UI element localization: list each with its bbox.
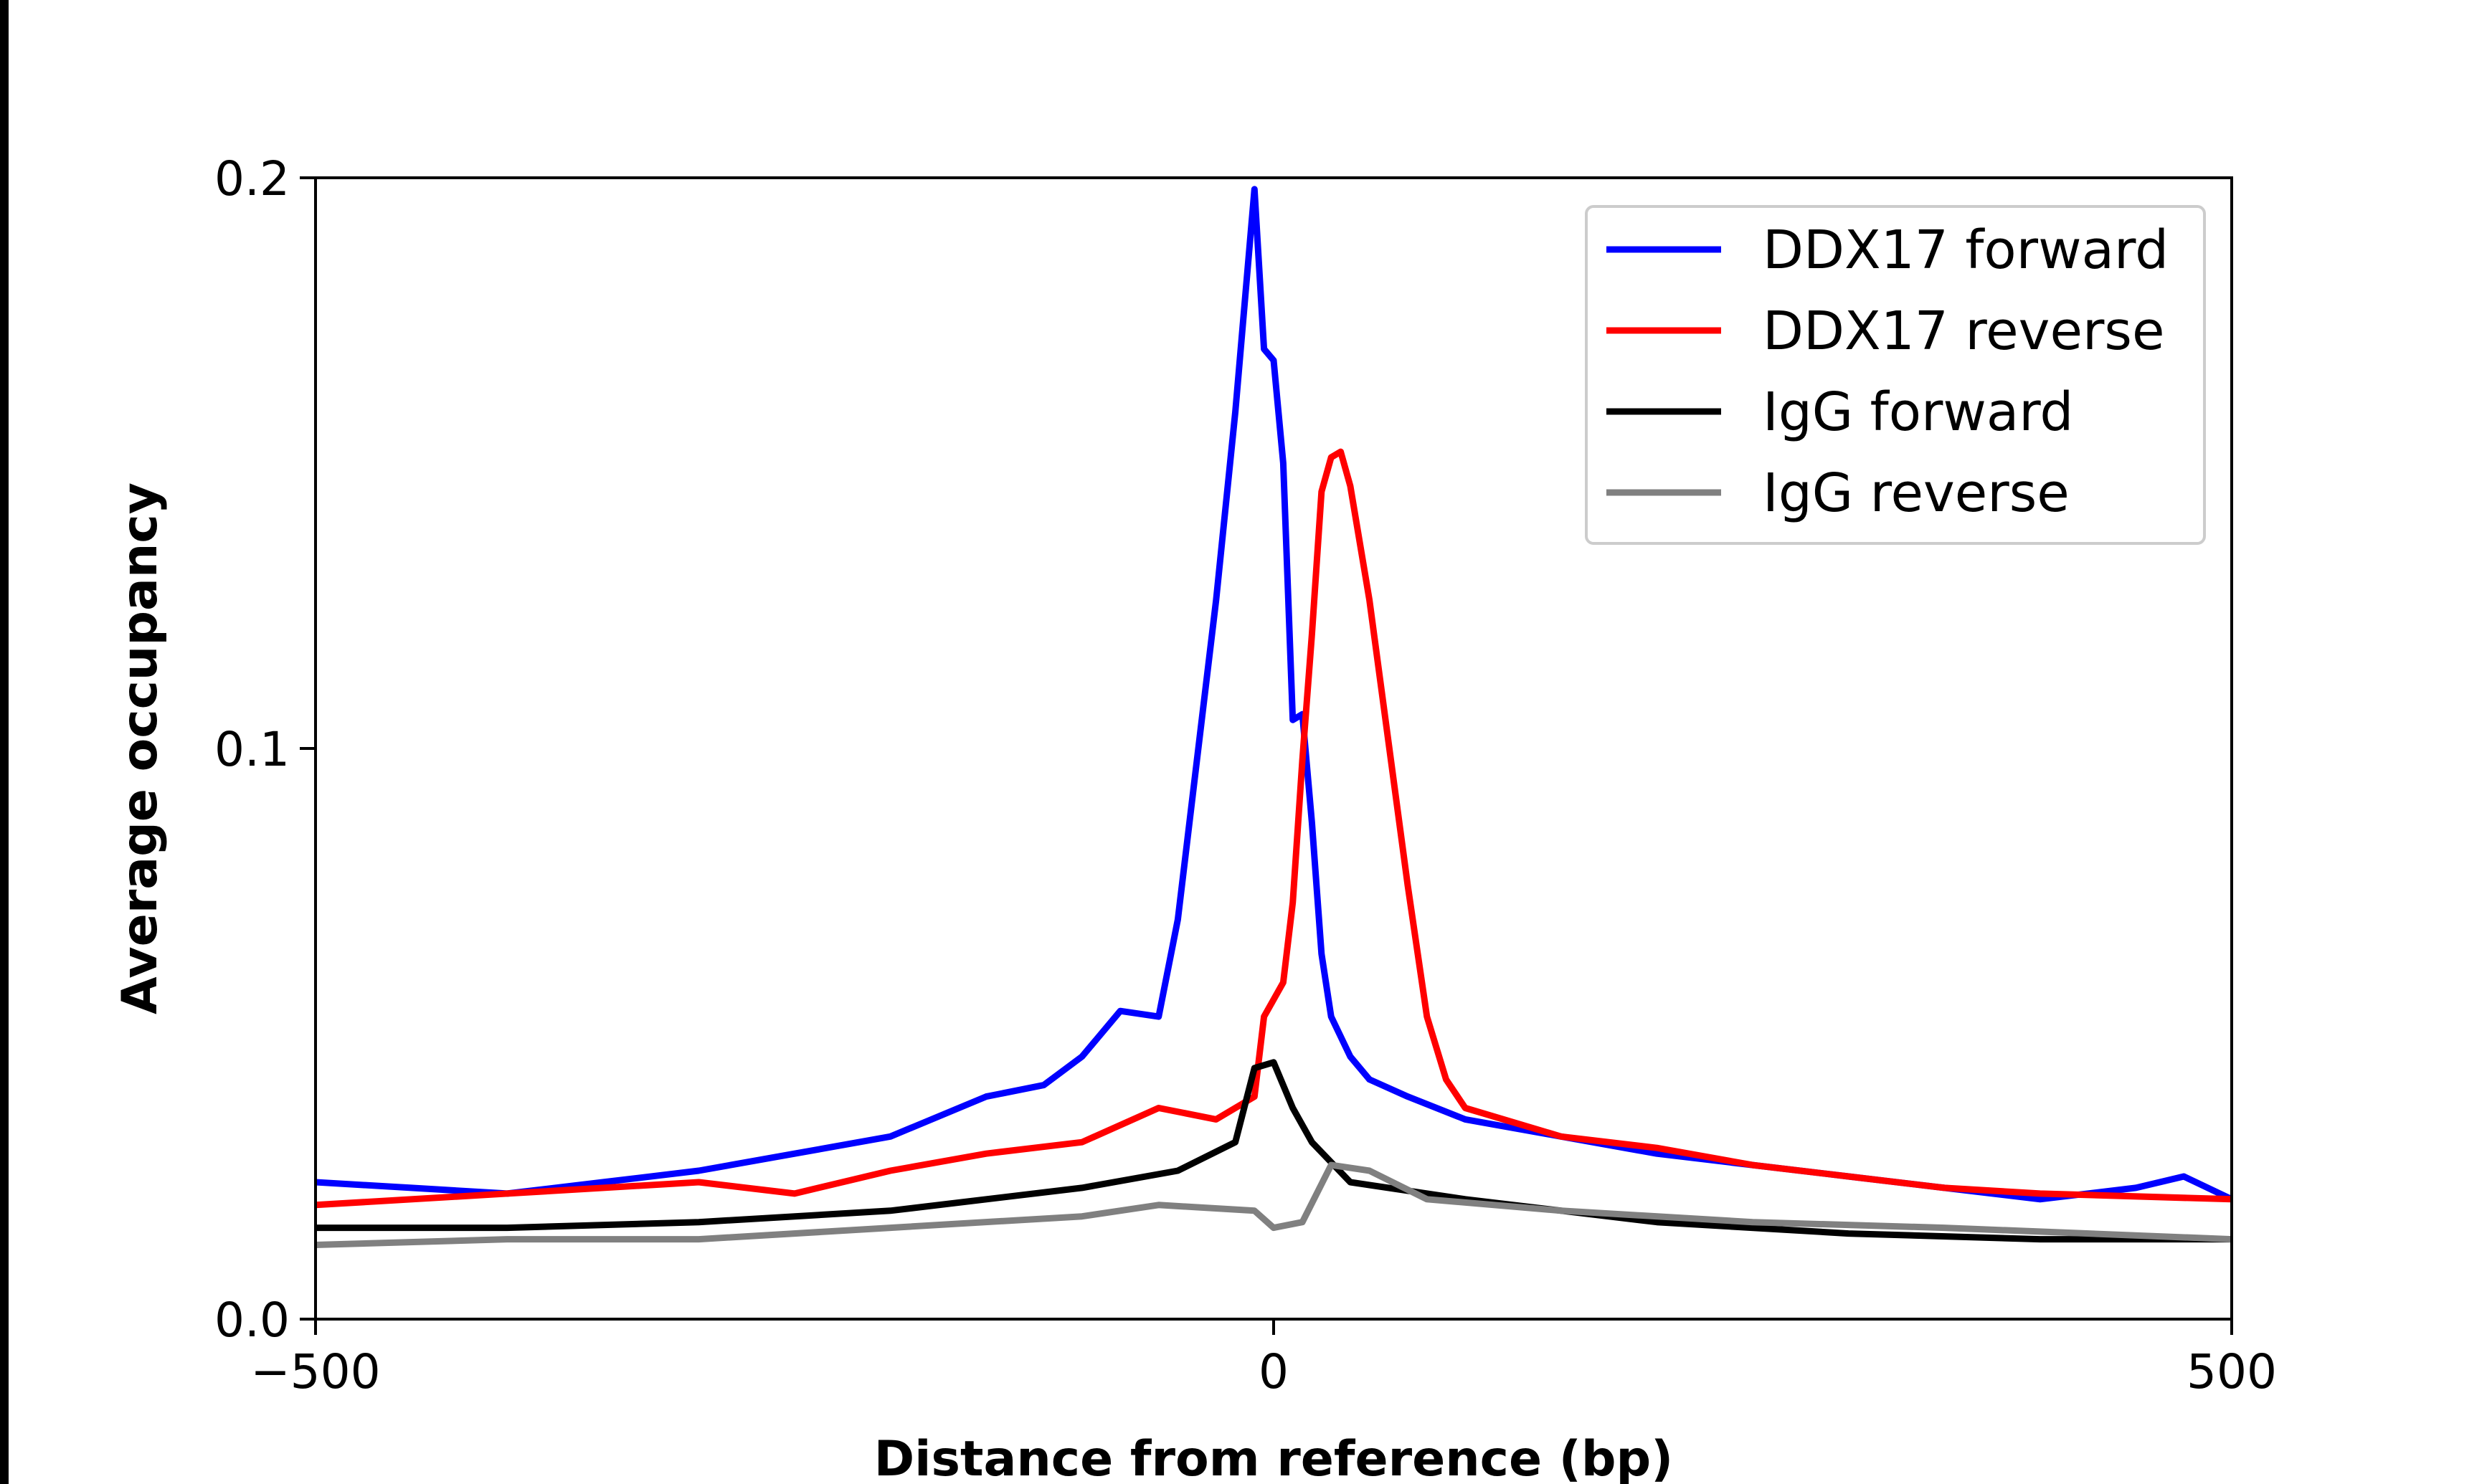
legend: DDX17 forward DDX17 reverse IgG forward IgG… (1585, 205, 2206, 545)
x-tick-label: 0 (1259, 1344, 1289, 1399)
legend-label: DDX17 reverse (1763, 300, 2165, 362)
series-line-igg-forward (316, 1059, 2232, 1243)
legend-label: IgG forward (1763, 381, 2073, 443)
x-axis-label: Distance from reference (bp) (874, 1431, 1674, 1484)
left-edge-bar (0, 0, 9, 1484)
y-axis-label: Average occupancy (112, 482, 169, 1014)
x-axis: −500 0 500 (250, 1319, 2277, 1399)
y-tick-label: 0.0 (214, 1293, 290, 1348)
y-axis: 0.0 0.1 0.2 (214, 151, 316, 1348)
y-tick-label: 0.1 (214, 722, 290, 777)
x-tick-label: −500 (250, 1344, 380, 1399)
series-line-ddx17-reverse (315, 448, 2232, 1209)
legend-label: IgG reverse (1763, 462, 2070, 524)
y-tick-label: 0.2 (214, 151, 290, 206)
series-line-igg-reverse (315, 1161, 2232, 1248)
legend-box (1585, 205, 2206, 545)
series-layer (315, 186, 2233, 1248)
legend-label: DDX17 forward (1763, 219, 2169, 281)
x-tick-label: 500 (2187, 1344, 2277, 1399)
